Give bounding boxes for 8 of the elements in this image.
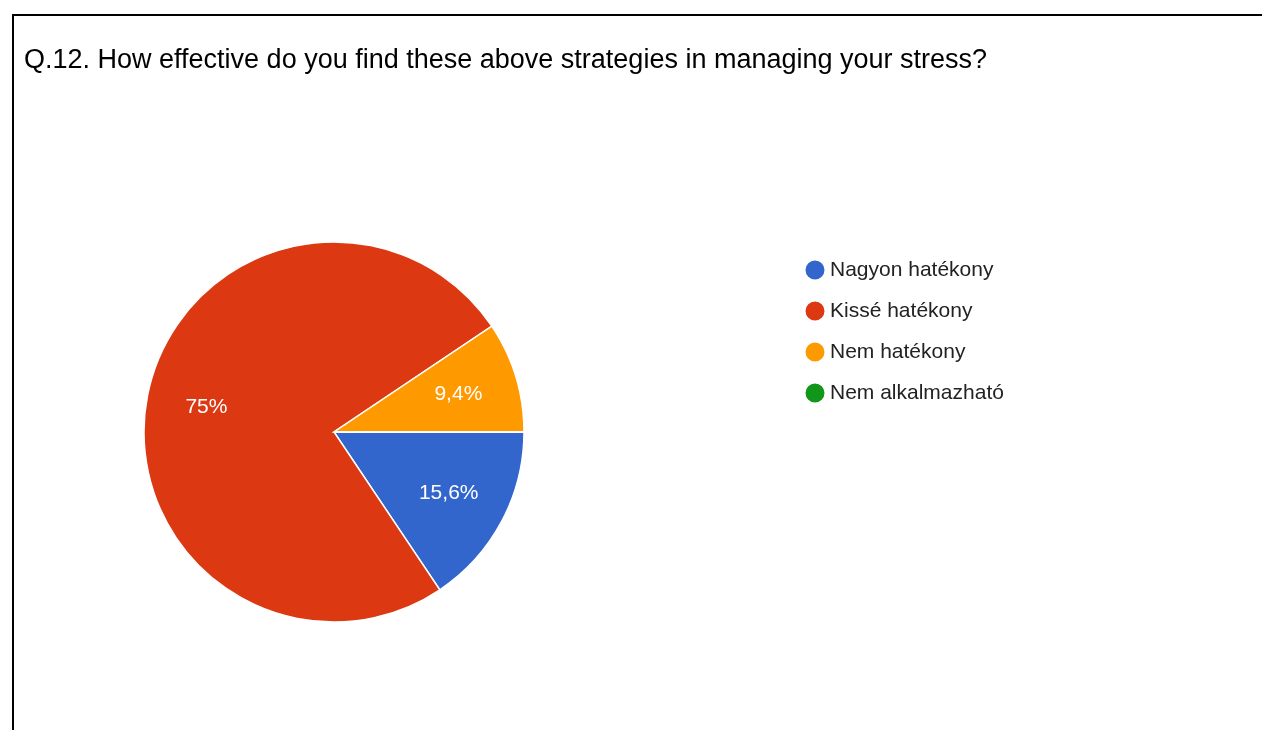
data-label: 75% (185, 393, 228, 417)
data-label: 15,6% (418, 480, 479, 504)
legend-label: Nagyon hatékony (830, 257, 994, 280)
legend-label: Nem alkalmazható (830, 380, 1004, 403)
legend-label: Kissé hatékony (830, 298, 973, 321)
chart-title: Q.12. How effective do you find these above strategies in managing your stress? (24, 44, 988, 74)
data-label: 9,4% (434, 381, 483, 405)
legend-label: Nem hatékony (830, 339, 966, 362)
